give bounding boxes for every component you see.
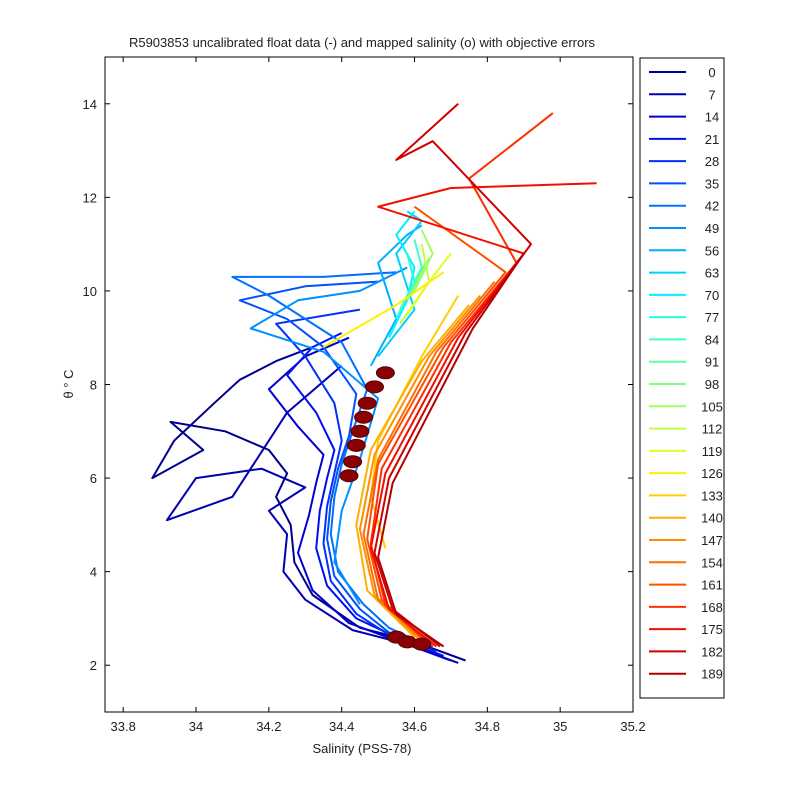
chart-title: R5903853 uncalibrated float data (-) and… bbox=[129, 35, 596, 50]
legend-label-140: 140 bbox=[701, 511, 723, 526]
mapped-salinity-point bbox=[375, 366, 395, 380]
legend-label-84: 84 bbox=[705, 332, 719, 347]
series-line-126 bbox=[322, 271, 445, 348]
series-line-7 bbox=[165, 365, 459, 664]
legend-label-98: 98 bbox=[705, 377, 719, 392]
series-line-14 bbox=[267, 336, 452, 662]
legend-label-7: 7 bbox=[708, 87, 715, 102]
mapped-salinity-point bbox=[412, 637, 432, 651]
series-line-42 bbox=[231, 271, 430, 648]
x-axis: 33.8 34 34.2 34.4 34.6 34.8 35 35.2 bbox=[111, 57, 646, 734]
legend-label-14: 14 bbox=[705, 110, 719, 125]
series-line-182 bbox=[373, 103, 532, 648]
series-line-28 bbox=[275, 308, 437, 653]
mapped-salinity-point bbox=[343, 455, 363, 469]
legend-label-63: 63 bbox=[705, 266, 719, 281]
series-line-35 bbox=[238, 280, 434, 648]
legend-label-147: 147 bbox=[701, 533, 723, 548]
x-axis-label: Salinity (PSS-78) bbox=[313, 741, 412, 756]
legend-label-133: 133 bbox=[701, 488, 723, 503]
legend-label-119: 119 bbox=[702, 444, 723, 459]
x-tick-label: 34.8 bbox=[475, 719, 500, 734]
series-line-91 bbox=[406, 262, 427, 301]
y-tick-label: 14 bbox=[83, 97, 97, 112]
series-line-119 bbox=[406, 252, 452, 315]
x-tick-label: 34.6 bbox=[402, 719, 427, 734]
x-tick-label: 34.4 bbox=[329, 719, 354, 734]
x-tick-label: 33.8 bbox=[111, 719, 136, 734]
series-line-63 bbox=[377, 210, 423, 358]
legend-box bbox=[639, 57, 725, 699]
y-tick-label: 2 bbox=[90, 658, 97, 673]
legend-label-56: 56 bbox=[705, 243, 719, 258]
series-line-21 bbox=[286, 332, 444, 657]
legend-label-21: 21 bbox=[705, 132, 719, 147]
legend-label-77: 77 bbox=[705, 310, 719, 325]
legend-label-168: 168 bbox=[701, 600, 723, 615]
legend-label-0: 0 bbox=[708, 65, 715, 80]
legend-label-112: 112 bbox=[702, 422, 723, 437]
legend-label-42: 42 bbox=[705, 199, 719, 214]
series-line-49 bbox=[249, 266, 408, 605]
legend-label-49: 49 bbox=[705, 221, 719, 236]
mapped-salinity-point bbox=[350, 424, 370, 438]
legend-label-154: 154 bbox=[701, 555, 723, 570]
legend-label-70: 70 bbox=[705, 288, 719, 303]
x-tick-label: 34 bbox=[189, 719, 203, 734]
series-line-175 bbox=[369, 182, 597, 648]
mapped-salinity-point bbox=[346, 438, 366, 452]
series-line-0 bbox=[151, 346, 466, 662]
y-tick-label: 10 bbox=[83, 284, 97, 299]
y-tick-label: 6 bbox=[90, 471, 97, 486]
legend-label-126: 126 bbox=[701, 466, 723, 481]
mapped-salinity-markers bbox=[339, 366, 432, 651]
legend-label-35: 35 bbox=[705, 176, 719, 191]
series-line-161 bbox=[366, 205, 507, 645]
y-tick-label: 12 bbox=[83, 190, 97, 205]
legend-label-91: 91 bbox=[705, 355, 719, 370]
legend-label-28: 28 bbox=[705, 154, 719, 169]
mapped-salinity-point bbox=[357, 396, 377, 410]
series-line-140 bbox=[355, 304, 470, 638]
legend-label-105: 105 bbox=[701, 399, 723, 414]
y-tick-label: 8 bbox=[90, 378, 97, 393]
legend-label-189: 189 bbox=[701, 667, 723, 682]
x-tick-label: 35.2 bbox=[620, 719, 645, 734]
legend-label-175: 175 bbox=[701, 622, 723, 637]
legend-label-182: 182 bbox=[701, 644, 723, 659]
series-line-70 bbox=[388, 210, 416, 339]
series-layer bbox=[151, 103, 597, 664]
series-line-105 bbox=[413, 229, 434, 292]
legend-label-161: 161 bbox=[701, 578, 723, 593]
mapped-salinity-point bbox=[354, 410, 374, 424]
mapped-salinity-point bbox=[364, 380, 384, 394]
series-line-84 bbox=[399, 239, 423, 311]
series-line-168 bbox=[369, 112, 554, 648]
mapped-salinity-point bbox=[339, 469, 359, 483]
x-tick-label: 35 bbox=[553, 719, 567, 734]
y-tick-label: 4 bbox=[90, 565, 97, 580]
series-line-154 bbox=[362, 280, 496, 643]
x-tick-label: 34.2 bbox=[256, 719, 281, 734]
series-line-189 bbox=[377, 252, 525, 648]
legend: 0 7 14 21 28 35 42 49 56 63 70 77 84 91 98 105 112 119 126… bbox=[639, 57, 725, 699]
y-axis: 2 4 6 8 10 12 14 bbox=[83, 97, 633, 673]
y-axis-label: θ ° C bbox=[61, 369, 76, 398]
